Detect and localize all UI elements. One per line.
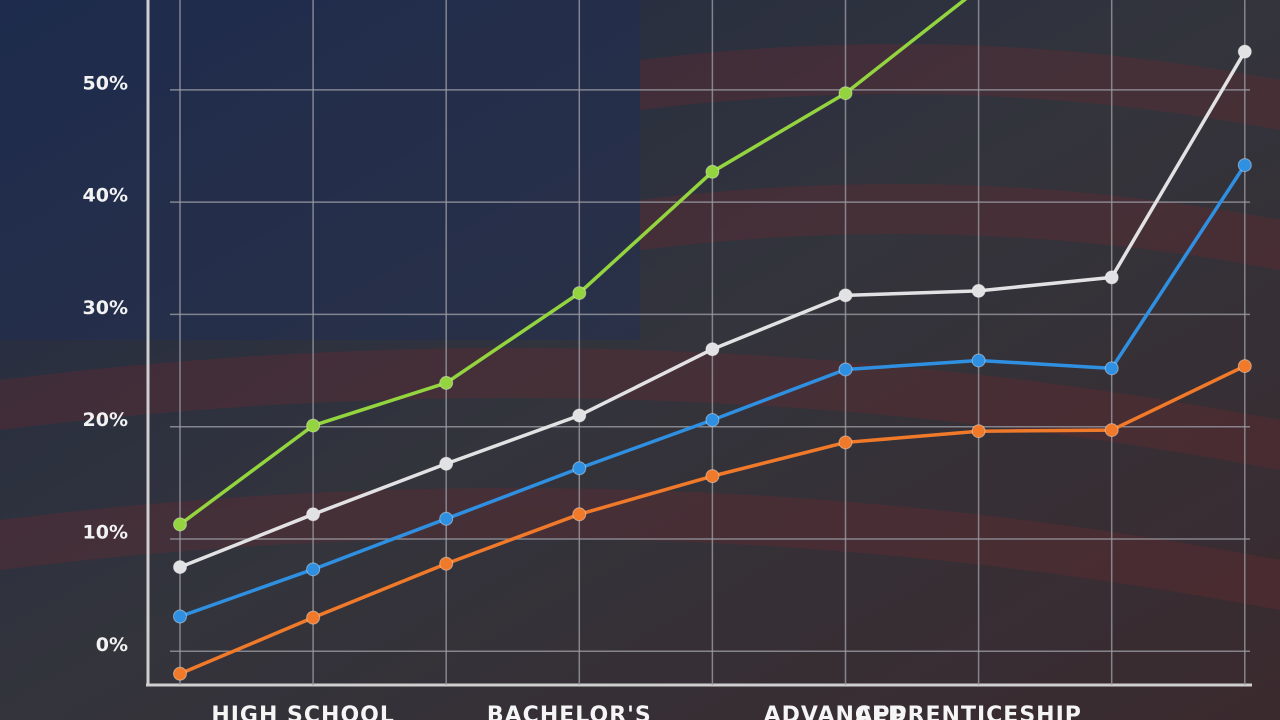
data-point (1104, 270, 1119, 285)
data-point (838, 86, 853, 101)
y-tick-label: 20% (83, 409, 128, 431)
x-tick-label: APPRENTICESHIP (855, 703, 1082, 720)
data-point (838, 362, 853, 377)
data-point (306, 610, 321, 625)
x-tick-label: ADVANCED (764, 703, 908, 720)
data-point (439, 456, 454, 471)
x-tick-label: BACHELOR'S (487, 703, 652, 720)
data-point (1104, 361, 1119, 376)
data-point (572, 408, 587, 423)
x-tick-label: HIGH SCHOOL (211, 703, 395, 720)
flag-decoration (0, 0, 1280, 610)
data-point (306, 562, 321, 577)
data-point (439, 511, 454, 526)
data-point (572, 507, 587, 522)
data-point (971, 424, 986, 439)
data-point (705, 164, 720, 179)
data-point (705, 342, 720, 357)
data-point (971, 353, 986, 368)
y-tick-label: 10% (83, 522, 128, 544)
y-tick-label: 40% (83, 185, 128, 207)
data-point (306, 418, 321, 433)
data-point (1237, 158, 1252, 173)
data-point (1237, 359, 1252, 374)
data-point (439, 556, 454, 571)
data-point (306, 507, 321, 522)
y-tick-label: 50% (83, 72, 128, 94)
data-point (971, 283, 986, 298)
data-point (572, 461, 587, 476)
y-tick-label: 0% (96, 634, 128, 656)
data-point (173, 666, 187, 681)
plot-area (173, 0, 1252, 681)
data-point (173, 560, 187, 575)
data-point (173, 517, 187, 532)
data-point (439, 375, 454, 390)
data-point (838, 288, 853, 303)
data-point (705, 412, 720, 427)
data-point (1104, 423, 1119, 438)
data-point (838, 435, 853, 450)
data-point (572, 286, 587, 301)
data-point (173, 609, 187, 624)
data-point (705, 469, 720, 484)
y-tick-label: 30% (83, 297, 128, 319)
data-point (1237, 44, 1252, 59)
